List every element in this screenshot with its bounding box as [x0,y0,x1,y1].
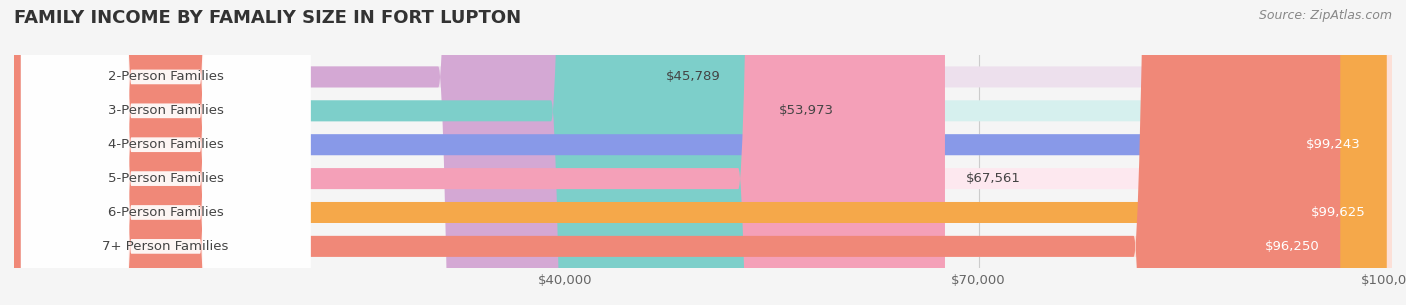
FancyBboxPatch shape [21,0,311,305]
Text: 4-Person Families: 4-Person Families [108,138,224,151]
Text: 3-Person Families: 3-Person Families [108,104,224,117]
FancyBboxPatch shape [14,0,1392,305]
Text: 6-Person Families: 6-Person Families [108,206,224,219]
Text: 5-Person Families: 5-Person Families [108,172,224,185]
FancyBboxPatch shape [14,0,1340,305]
FancyBboxPatch shape [14,0,1392,305]
FancyBboxPatch shape [14,0,945,305]
Text: $45,789: $45,789 [665,70,720,84]
FancyBboxPatch shape [21,0,311,305]
Text: $67,561: $67,561 [966,172,1021,185]
FancyBboxPatch shape [21,0,311,305]
Text: $96,250: $96,250 [1265,240,1320,253]
FancyBboxPatch shape [14,0,1382,305]
FancyBboxPatch shape [14,0,758,305]
FancyBboxPatch shape [14,0,1392,305]
FancyBboxPatch shape [21,0,311,305]
FancyBboxPatch shape [21,0,311,305]
FancyBboxPatch shape [14,0,645,305]
FancyBboxPatch shape [21,0,311,305]
Text: $99,625: $99,625 [1312,206,1367,219]
Text: $99,243: $99,243 [1306,138,1361,151]
Text: Source: ZipAtlas.com: Source: ZipAtlas.com [1258,9,1392,22]
Text: 2-Person Families: 2-Person Families [108,70,224,84]
Text: FAMILY INCOME BY FAMALIY SIZE IN FORT LUPTON: FAMILY INCOME BY FAMALIY SIZE IN FORT LU… [14,9,522,27]
FancyBboxPatch shape [14,0,1386,305]
Text: 7+ Person Families: 7+ Person Families [103,240,229,253]
FancyBboxPatch shape [14,0,1392,305]
FancyBboxPatch shape [14,0,1392,305]
FancyBboxPatch shape [14,0,1392,305]
Text: $53,973: $53,973 [779,104,834,117]
